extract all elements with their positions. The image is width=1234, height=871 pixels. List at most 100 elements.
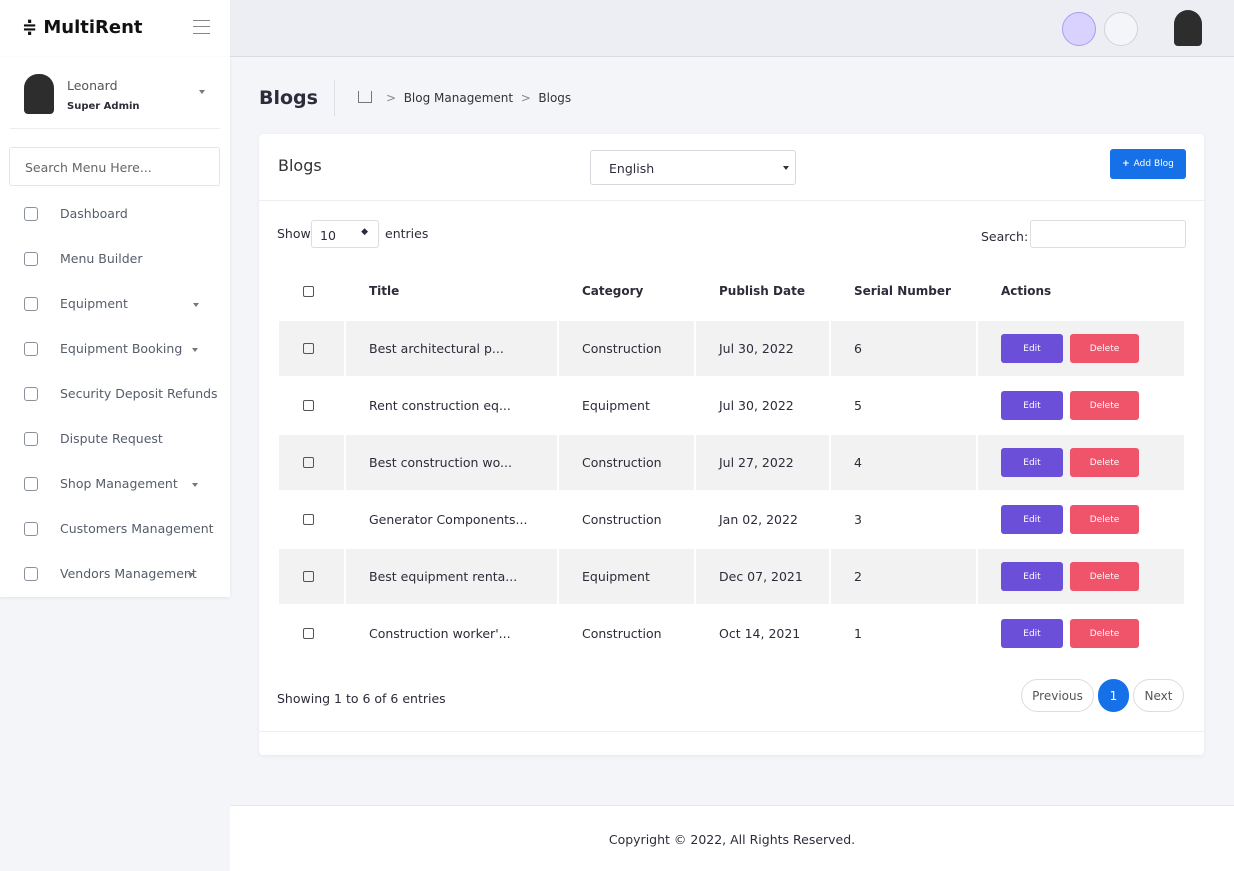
add-button[interactable]: + Add Blog	[1110, 149, 1186, 179]
menu-item[interactable]: Customers Management	[60, 521, 214, 536]
menu-icon	[24, 522, 38, 536]
delete-button[interactable]: Delete	[1070, 448, 1139, 477]
caret[interactable]	[199, 90, 205, 94]
divider	[334, 80, 335, 116]
menu-icon	[24, 342, 38, 356]
page-button[interactable]: Next	[1133, 679, 1184, 712]
page-size: 10	[320, 228, 336, 243]
table-cell	[279, 378, 344, 433]
table-cell	[279, 435, 344, 490]
table-cell: Oct 14, 2021	[696, 606, 829, 661]
search-label: Search:	[981, 229, 1029, 244]
light-mode-toggle[interactable]	[1062, 12, 1096, 46]
table-cell: Rent construction eq...	[346, 378, 557, 433]
menu-item[interactable]: Menu Builder	[60, 251, 143, 266]
menu-item[interactable]: Equipment	[60, 296, 128, 311]
card: Blogs English + Add Blog Show 10 ◆ entries…	[259, 134, 1204, 755]
table-cell	[279, 549, 344, 604]
table-cell: 4	[831, 435, 976, 490]
table-cell: Equipment	[559, 549, 694, 604]
logo-area: ≑ MultiRent	[0, 0, 230, 57]
page-button[interactable]: 1	[1098, 679, 1129, 712]
table-cell: Best equipment renta...	[346, 549, 557, 604]
breadcrumb-item: Blogs	[538, 91, 572, 105]
page-size-select[interactable]: 10 ◆	[311, 220, 379, 248]
page-button[interactable]: Previous	[1021, 679, 1094, 712]
caret	[188, 573, 194, 577]
checkbox[interactable]	[303, 343, 314, 354]
table-cell	[279, 321, 344, 376]
caret	[193, 303, 199, 307]
footer: Copyright © 2022, All Rights Reserved.	[230, 805, 1234, 871]
menu-item[interactable]: Vendors Management	[60, 566, 197, 581]
table-cell: Dec 07, 2021	[696, 549, 829, 604]
breadcrumb-item[interactable]: Blog Management	[403, 91, 514, 105]
checkbox[interactable]	[303, 628, 314, 639]
brand-name: MultiRent	[43, 17, 143, 38]
column-header[interactable]: Title	[369, 284, 400, 298]
table-cell: Construction	[559, 321, 694, 376]
edit-button[interactable]: Edit	[1001, 391, 1063, 420]
column-header[interactable]: Category	[582, 284, 644, 298]
menu-toggle[interactable]	[193, 20, 210, 34]
brand[interactable]: ≑ MultiRent	[22, 17, 143, 38]
column-header[interactable]: Actions	[1001, 284, 1052, 298]
table-cell: Construction	[559, 492, 694, 547]
breadcrumb: > Blog Management > Blogs	[386, 91, 572, 105]
menu-item[interactable]: Equipment Booking	[60, 341, 183, 356]
table-cell: Equipment	[559, 378, 694, 433]
table-cell: Best architectural p...	[346, 321, 557, 376]
delete-button[interactable]: Delete	[1070, 562, 1139, 591]
card-title: Blogs	[278, 156, 322, 175]
table-cell: Jan 02, 2022	[696, 492, 829, 547]
menu-icon	[24, 207, 38, 221]
menu-item[interactable]: Shop Management	[60, 476, 178, 491]
edit-button[interactable]: Edit	[1001, 334, 1063, 363]
column-header[interactable]: Serial Number	[854, 284, 951, 298]
caret	[192, 483, 198, 487]
edit-button[interactable]: Edit	[1001, 619, 1063, 648]
avatar[interactable]	[1174, 10, 1202, 46]
column-header[interactable]: Publish Date	[719, 284, 805, 298]
edit-button[interactable]: Edit	[1001, 448, 1063, 477]
delete-button[interactable]: Delete	[1070, 391, 1139, 420]
edit-button[interactable]: Edit	[1001, 505, 1063, 534]
menu-icon	[24, 387, 38, 401]
table-cell: Jul 30, 2022	[696, 321, 829, 376]
delete-button[interactable]: Delete	[1070, 505, 1139, 534]
language-select[interactable]: English	[590, 150, 796, 185]
table-cell: Best construction wo...	[346, 435, 557, 490]
checkbox[interactable]	[303, 571, 314, 582]
table-cell	[279, 606, 344, 661]
table-cell: 6	[831, 321, 976, 376]
menu-item[interactable]: Dashboard	[60, 206, 128, 221]
add-button-label: Add Blog	[1133, 159, 1174, 169]
menu-item[interactable]: Dispute Request	[60, 431, 163, 446]
user-name: Leonard	[67, 78, 118, 93]
menu-icon	[24, 432, 38, 446]
table-cell: Jul 30, 2022	[696, 378, 829, 433]
table-info: Showing 1 to 6 of 6 entries	[277, 691, 446, 706]
language: English	[609, 161, 655, 176]
divider	[259, 200, 1204, 201]
checkbox[interactable]	[303, 286, 314, 297]
user-role: Super Admin	[67, 101, 140, 112]
menu-search[interactable]: Search Menu Here...	[9, 147, 220, 186]
delete-button[interactable]: Delete	[1070, 334, 1139, 363]
menu-icon	[24, 297, 38, 311]
edit-button[interactable]: Edit	[1001, 562, 1063, 591]
entries-label: entries	[385, 226, 429, 241]
search-input[interactable]	[1030, 220, 1186, 248]
checkbox[interactable]	[303, 457, 314, 468]
home-icon[interactable]	[358, 91, 372, 103]
menu-item[interactable]: Security Deposit Refunds	[60, 386, 218, 401]
checkbox[interactable]	[303, 400, 314, 411]
table-cell: 1	[831, 606, 976, 661]
delete-button[interactable]: Delete	[1070, 619, 1139, 648]
table-cell: 5	[831, 378, 976, 433]
table-cell: 2	[831, 549, 976, 604]
menu-icon	[24, 567, 38, 581]
checkbox[interactable]	[303, 514, 314, 525]
dark-mode-toggle[interactable]	[1104, 12, 1138, 46]
